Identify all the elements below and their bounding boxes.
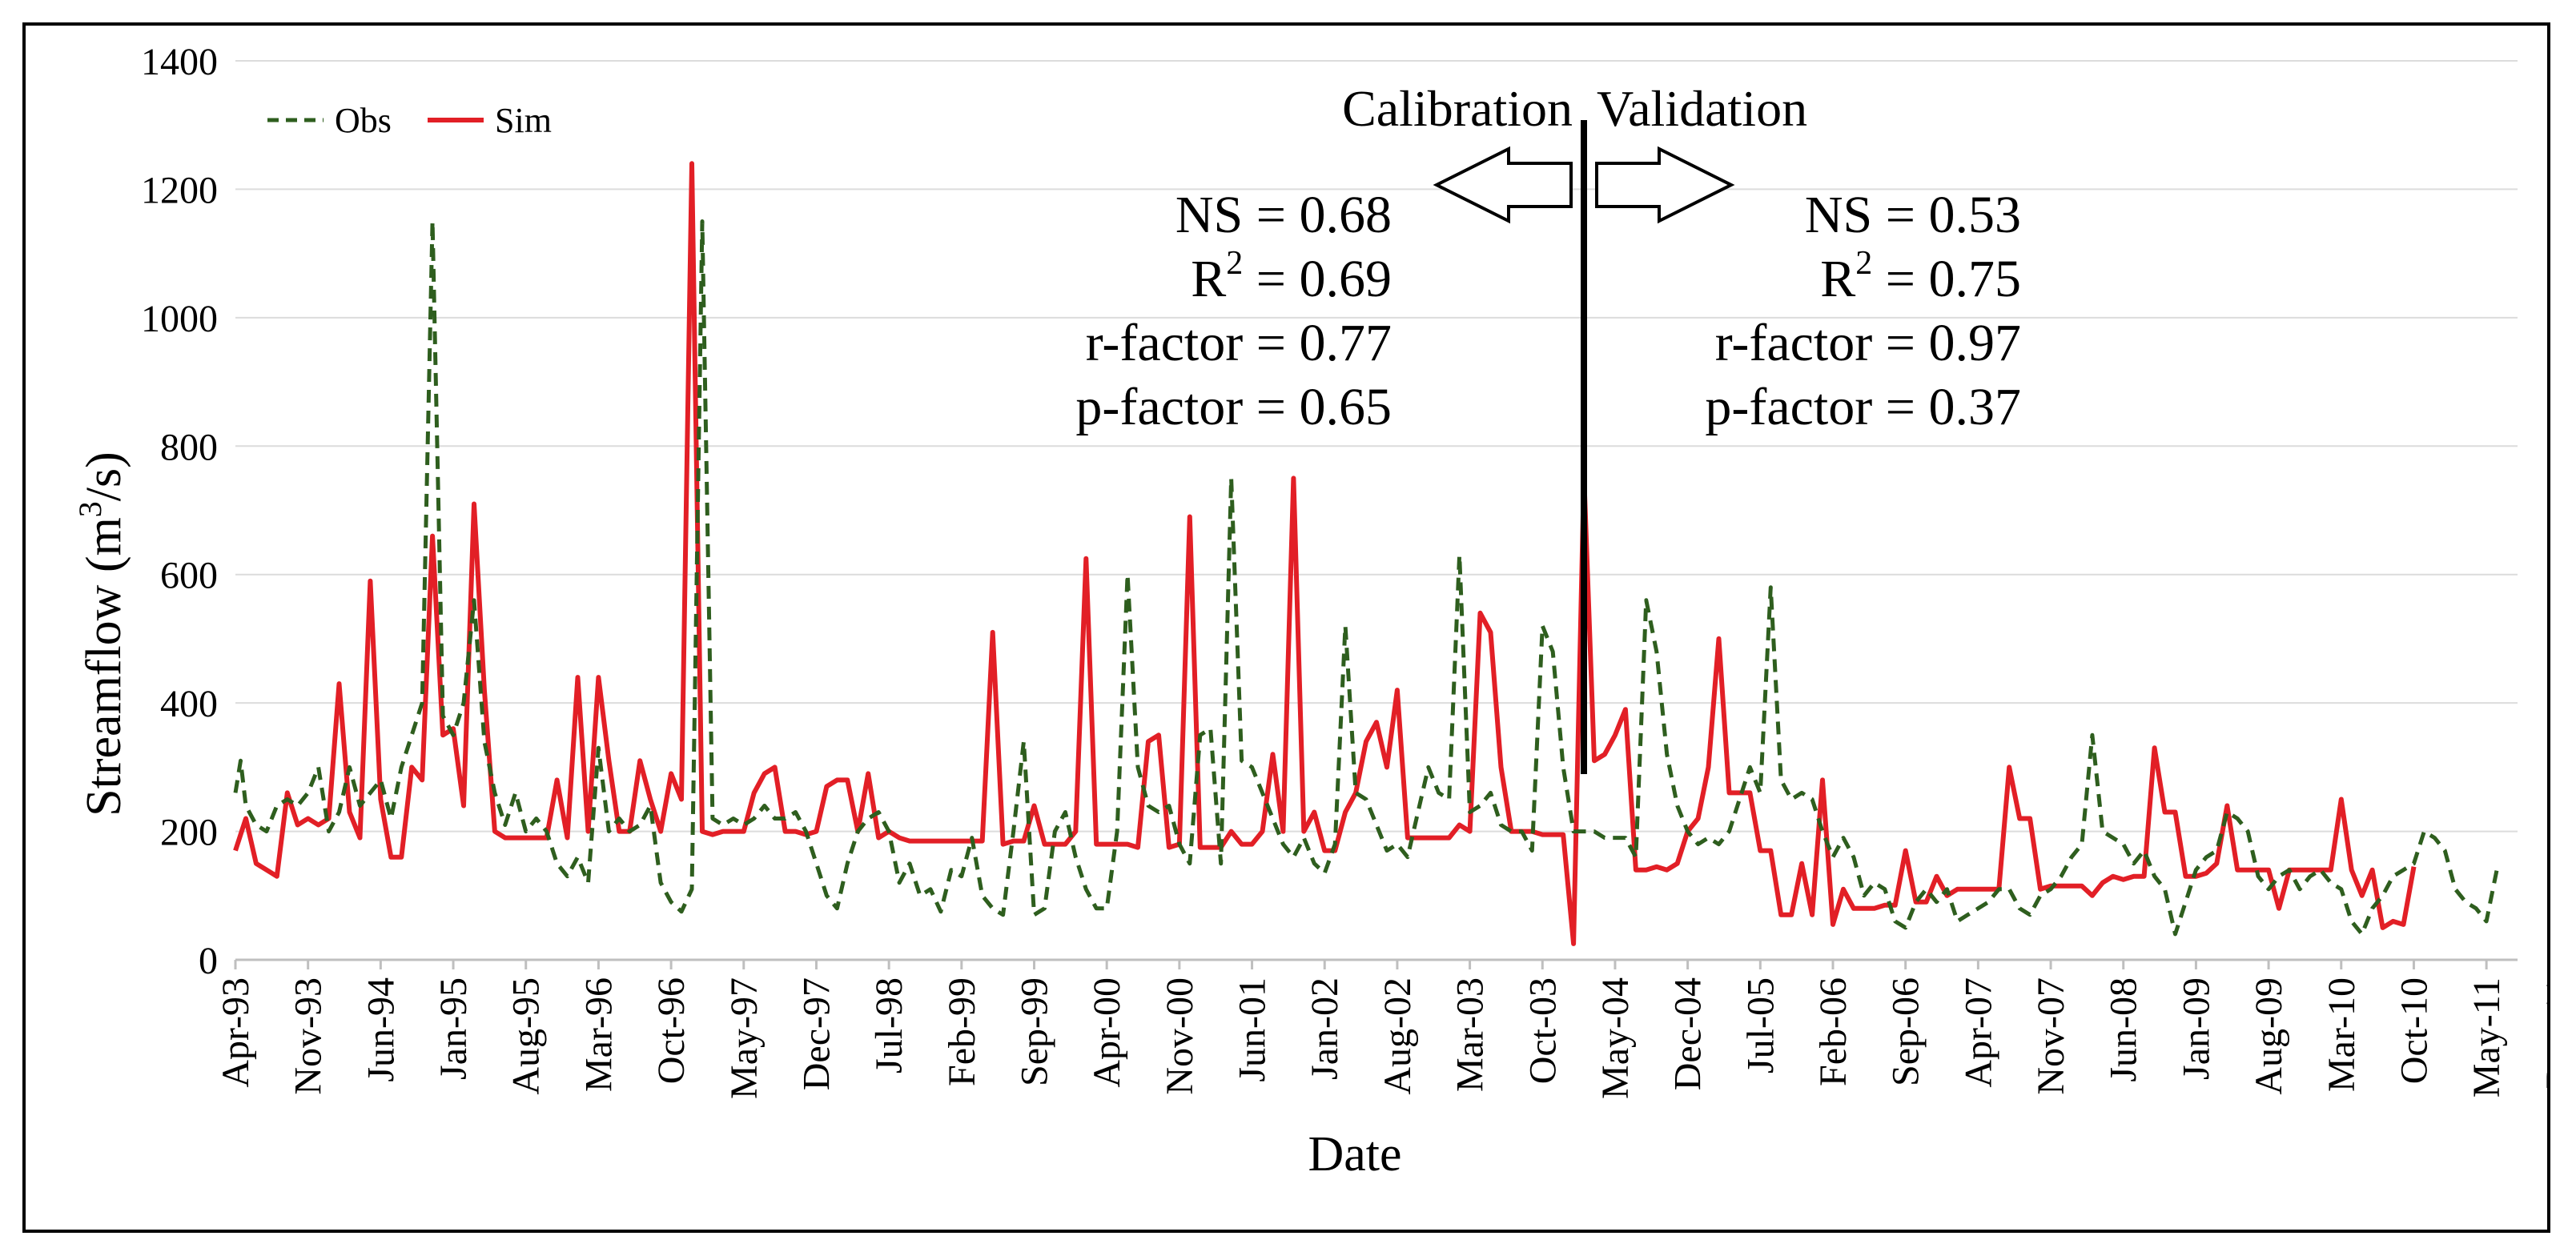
x-tick-label: Jun-94 (360, 977, 402, 1082)
x-tick-label: Jun-08 (2103, 977, 2145, 1082)
cal-ns: NS = 0.68 (1175, 186, 1392, 244)
x-tick-label: May-97 (723, 977, 766, 1099)
x-tick-label: Mar-96 (577, 977, 620, 1092)
y-tick-label: 1200 (141, 169, 218, 211)
calibration-arrow-icon (1433, 146, 1573, 224)
x-tick-label: Oct-10 (2393, 977, 2435, 1084)
y-tick-label: 600 (160, 555, 218, 597)
x-tick-label: Nov-00 (1159, 977, 1201, 1095)
y-tick-labels: 0 200 400 600 800 1000 1200 1400 (141, 41, 218, 982)
y-tick-label: 200 (160, 812, 218, 854)
x-tick-label: Aug-95 (505, 977, 548, 1095)
validation-stats: NS = 0.53 R2 = 0.75 r-factor = 0.97 p-fa… (1705, 186, 2021, 436)
val-p-factor: p-factor = 0.37 (1705, 378, 2021, 436)
y-tick-label: 0 (199, 940, 218, 982)
streamflow-chart: 0 200 400 600 800 1000 1200 1400 Apr-93 Nov-93 Ju… (72, 41, 2547, 1182)
period-divider: Calibration Validation (1342, 80, 1807, 774)
x-tick-label: May-11 (2465, 977, 2508, 1097)
val-ns: NS = 0.53 (1805, 186, 2021, 244)
legend: Obs Sim (267, 101, 552, 140)
series-line-sim (233, 161, 2417, 946)
x-tick-label: Apr-00 (1086, 977, 1128, 1088)
x-tick-label: Feb-06 (1812, 977, 1855, 1086)
x-tick-label: Sep-99 (1014, 977, 1056, 1086)
validation-label: Validation (1597, 80, 1807, 137)
val-r-factor: r-factor = 0.97 (1715, 314, 2021, 372)
legend-sim-label: Sim (495, 101, 552, 140)
cal-p-factor: p-factor = 0.65 (1075, 378, 1392, 436)
x-tick-label: Mar-10 (2321, 977, 2363, 1092)
x-tick-label: Dec-97 (795, 977, 838, 1090)
x-tick-labels: Apr-93 Nov-93 Jun-94 Jan-95 Aug-95 Mar-96 Oct-… (215, 960, 2547, 1099)
x-tick-label: Jan-09 (2175, 977, 2217, 1080)
x-tick-label: Nov-07 (2030, 977, 2072, 1095)
calibration-stats: NS = 0.68 R2 = 0.69 r-factor = 0.77 p-fa… (1075, 186, 1392, 436)
x-tick-label: Jan-02 (1304, 977, 1346, 1080)
cal-r2: R2 = 0.69 (1191, 245, 1392, 308)
x-tick-label: Apr-07 (1957, 977, 1999, 1088)
x-tick-label: Feb-99 (941, 977, 983, 1086)
x-tick-label: Aug-02 (1376, 977, 1419, 1095)
x-tick-label: Dec-04 (1667, 977, 1710, 1090)
legend-obs-label: Obs (335, 101, 392, 140)
figure-frame: 0 200 400 600 800 1000 1200 1400 Apr-93 Nov-93 Ju… (22, 22, 2550, 1233)
y-axis-title: Streamflow (m3/s) (72, 451, 131, 817)
x-tick-label: Nov-93 (287, 977, 330, 1095)
cal-r-factor: r-factor = 0.77 (1086, 314, 1392, 372)
x-tick-label: Jan-95 (432, 977, 475, 1080)
x-tick-label: Apr-93 (215, 977, 257, 1088)
y-tick-label: 800 (160, 426, 218, 468)
x-tick-label: Mar-03 (1449, 977, 1492, 1092)
validation-arrow-icon (1595, 146, 1735, 224)
x-tick-label: Dec-11 (2538, 977, 2547, 1089)
x-tick-label: Jul-98 (868, 977, 910, 1073)
val-r2: R2 = 0.75 (1820, 245, 2021, 308)
calibration-label: Calibration (1342, 80, 1573, 137)
x-tick-label: May-04 (1594, 977, 1637, 1099)
y-tick-label: 1400 (141, 41, 218, 83)
x-tick-label: Jul-05 (1739, 977, 1782, 1073)
x-tick-label: Sep-06 (1885, 977, 1927, 1086)
x-tick-label: Jun-01 (1232, 977, 1274, 1082)
x-axis-title: Date (1308, 1127, 1401, 1182)
x-tick-label: Aug-09 (2248, 977, 2290, 1095)
y-tick-label: 400 (160, 683, 218, 725)
x-tick-label: Oct-03 (1521, 977, 1564, 1084)
series-layer (233, 161, 2499, 946)
gridlines (235, 60, 2518, 833)
y-tick-label: 1000 (141, 298, 218, 340)
series-line-obs (233, 219, 2499, 937)
x-tick-label: Oct-96 (650, 977, 693, 1084)
